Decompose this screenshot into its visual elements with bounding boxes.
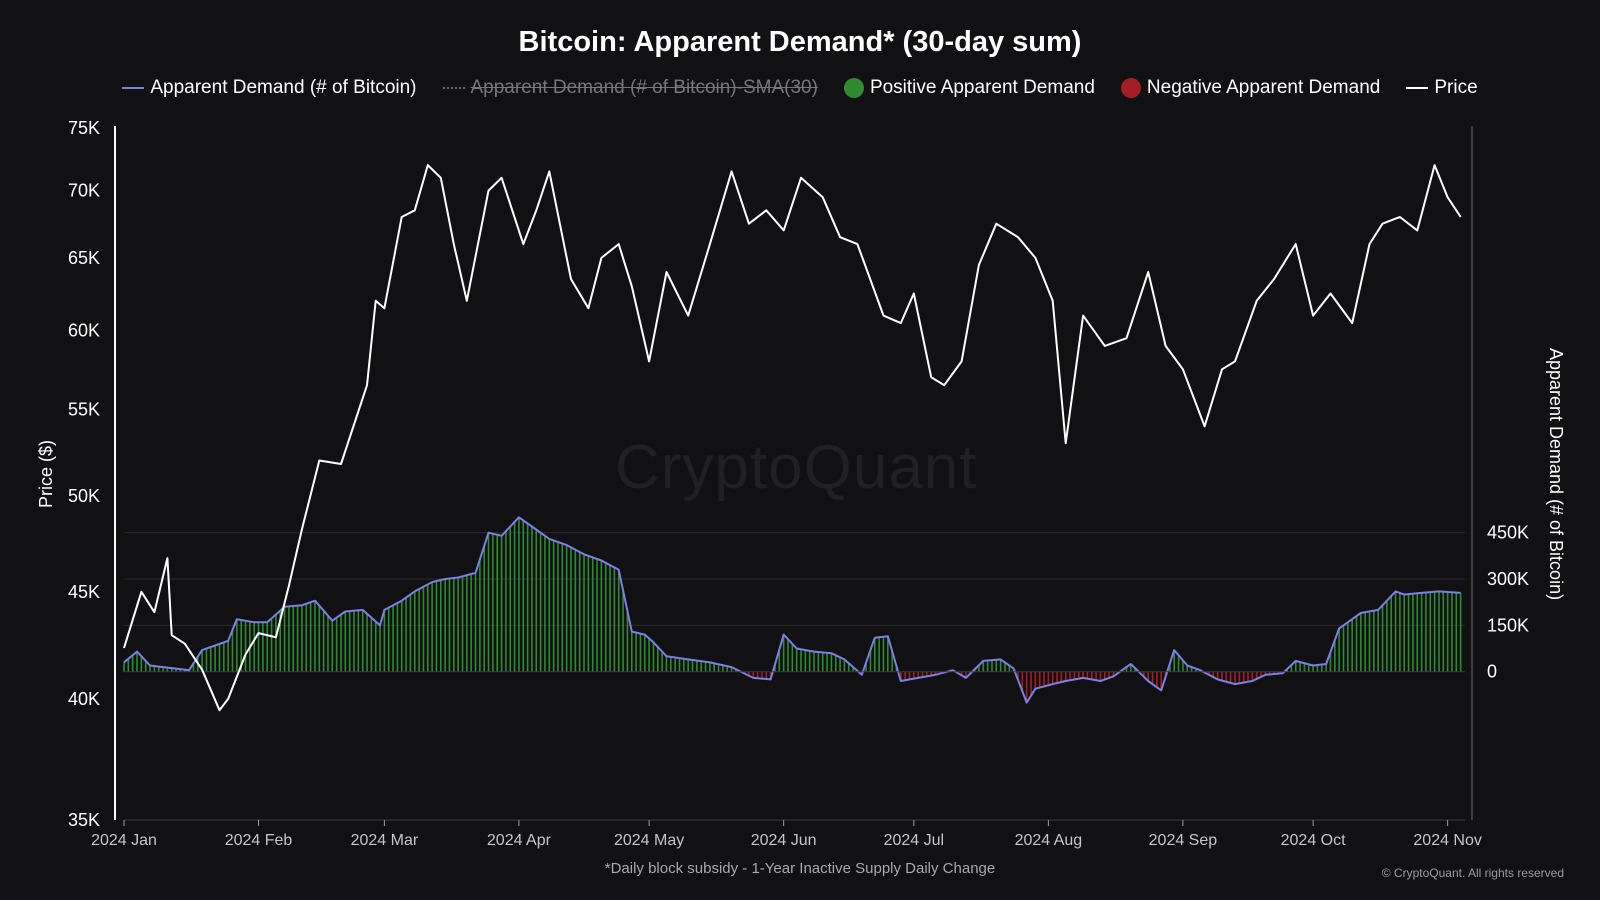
legend-swatch-negative-dot bbox=[1120, 78, 1141, 98]
y-left-tick-label: 60K bbox=[68, 321, 100, 341]
y-right-tick-label: 0 bbox=[1487, 662, 1497, 682]
legend-item-negative-demand[interactable]: Negative Apparent Demand bbox=[1120, 77, 1381, 99]
legend-swatch-price-line bbox=[1406, 87, 1429, 89]
legend-label: Price bbox=[1434, 77, 1478, 98]
copyright: © CryptoQuant. All rights reserved bbox=[1381, 866, 1564, 880]
y-right-tick-label: 450K bbox=[1487, 523, 1529, 543]
legend-swatch-positive-dot bbox=[843, 78, 864, 98]
y-left-tick-label: 55K bbox=[68, 400, 100, 420]
y-left-tick-label: 70K bbox=[68, 181, 100, 201]
legend-item-apparent-demand[interactable]: Apparent Demand (# of Bitcoin) bbox=[122, 77, 417, 99]
y-right-tick-label: 300K bbox=[1487, 569, 1529, 589]
legend-item-price[interactable]: Price bbox=[1406, 77, 1478, 99]
x-tick-label: 2024 Mar bbox=[351, 832, 419, 849]
legend-label: Apparent Demand (# of Bitcoin)-SMA(30) bbox=[470, 77, 818, 98]
y-right-tick-label: 150K bbox=[1487, 615, 1529, 635]
price-line bbox=[123, 164, 1462, 712]
legend-item-positive-demand[interactable]: Positive Apparent Demand bbox=[843, 77, 1095, 99]
legend-label: Negative Apparent Demand bbox=[1146, 77, 1381, 98]
legend-item-demand-sma[interactable]: Apparent Demand (# of Bitcoin)-SMA(30) bbox=[442, 77, 818, 99]
y-left-tick-label: 75K bbox=[68, 118, 100, 138]
x-tick-label: 2024 Feb bbox=[225, 832, 293, 849]
footnote: *Daily block subsidy - 1-Year Inactive S… bbox=[604, 860, 996, 877]
legend-swatch-sma-line bbox=[442, 87, 465, 89]
x-tick-label: 2024 Jan bbox=[91, 832, 157, 849]
y-left-tick-label: 50K bbox=[68, 486, 100, 506]
watermark: CryptoQuant bbox=[615, 433, 978, 502]
chart-title: Bitcoin: Apparent Demand* (30-day sum) bbox=[518, 26, 1082, 58]
y-left-tick-label: 65K bbox=[68, 248, 100, 268]
x-tick-label: 2024 Aug bbox=[1015, 832, 1083, 849]
y-right-axis-title: Apparent Demand (# of Bitcoin) bbox=[1546, 348, 1566, 600]
chart-legend: Apparent Demand (# of Bitcoin) Apparent … bbox=[0, 77, 1600, 99]
x-tick-label: 2024 Apr bbox=[487, 832, 552, 849]
y-left-tick-label: 40K bbox=[68, 689, 100, 709]
legend-swatch-demand-line bbox=[122, 87, 145, 89]
x-tick-label: 2024 Sep bbox=[1149, 832, 1218, 849]
legend-label: Positive Apparent Demand bbox=[869, 77, 1095, 98]
x-tick-label: 2024 Nov bbox=[1413, 832, 1482, 849]
apparent-demand-line bbox=[123, 516, 1461, 704]
x-tick-label: 2024 Jul bbox=[884, 832, 945, 849]
y-left-tick-label: 45K bbox=[68, 582, 100, 602]
x-tick-label: 2024 Jun bbox=[751, 832, 817, 849]
x-tick-label: 2024 May bbox=[614, 832, 684, 849]
x-tick-label: 2024 Oct bbox=[1281, 832, 1346, 849]
y-left-axis-title: Price ($) bbox=[36, 440, 56, 508]
legend-label: Apparent Demand (# of Bitcoin) bbox=[150, 77, 417, 98]
y-left-tick-label: 35K bbox=[68, 810, 100, 830]
